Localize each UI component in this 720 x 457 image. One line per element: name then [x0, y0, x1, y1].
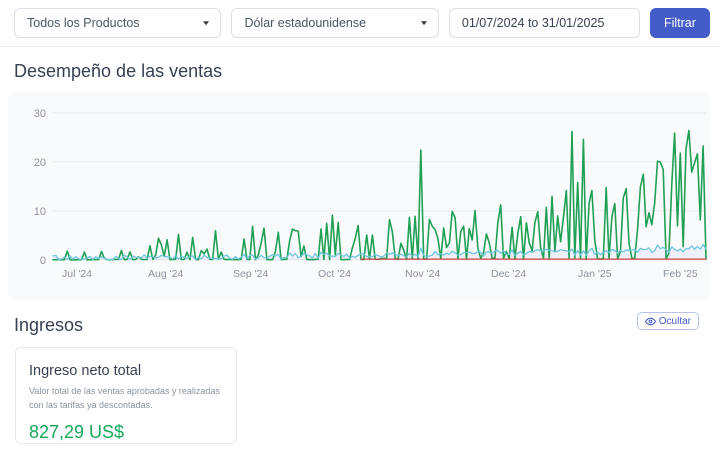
- svg-text:10: 10: [34, 206, 46, 218]
- svg-text:Nov '24: Nov '24: [405, 268, 440, 280]
- svg-text:Jan '25: Jan '25: [578, 268, 612, 280]
- svg-text:Feb '25: Feb '25: [663, 268, 698, 280]
- svg-text:Jul '24: Jul '24: [62, 268, 92, 280]
- svg-text:Dec '24: Dec '24: [491, 268, 526, 280]
- svg-text:Aug '24: Aug '24: [148, 268, 183, 280]
- svg-text:20: 20: [34, 157, 46, 169]
- svg-text:30: 30: [34, 108, 46, 120]
- svg-text:0: 0: [40, 255, 46, 267]
- svg-text:Sep '24: Sep '24: [233, 268, 268, 280]
- svg-text:Oct '24: Oct '24: [318, 268, 351, 280]
